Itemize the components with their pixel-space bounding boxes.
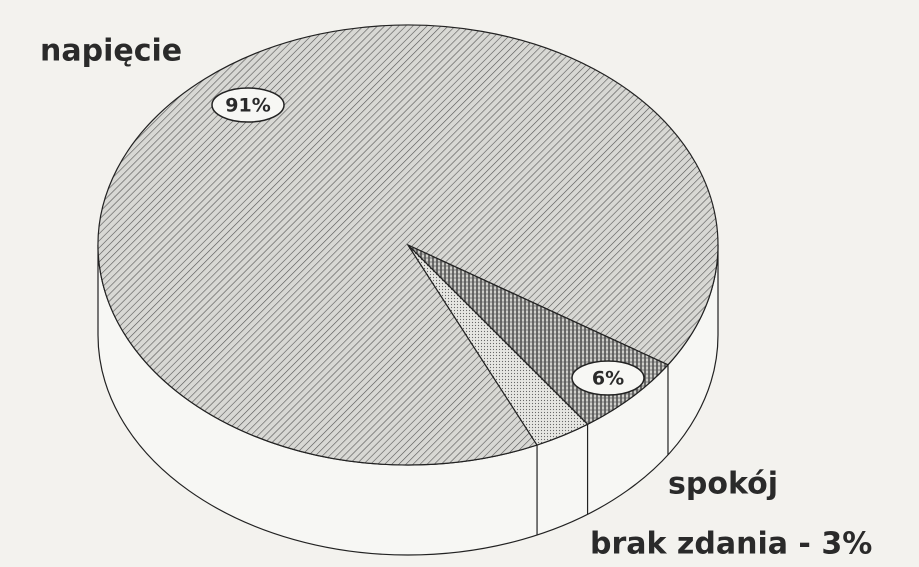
label-oval (571, 360, 645, 396)
category-label: brak zdania - 3% (590, 527, 872, 562)
label-oval (211, 87, 285, 123)
category-label: napięcie (40, 34, 182, 69)
value-label: 6% (592, 368, 624, 390)
value-label: 91% (225, 95, 270, 117)
category-label: spokój (668, 467, 778, 502)
